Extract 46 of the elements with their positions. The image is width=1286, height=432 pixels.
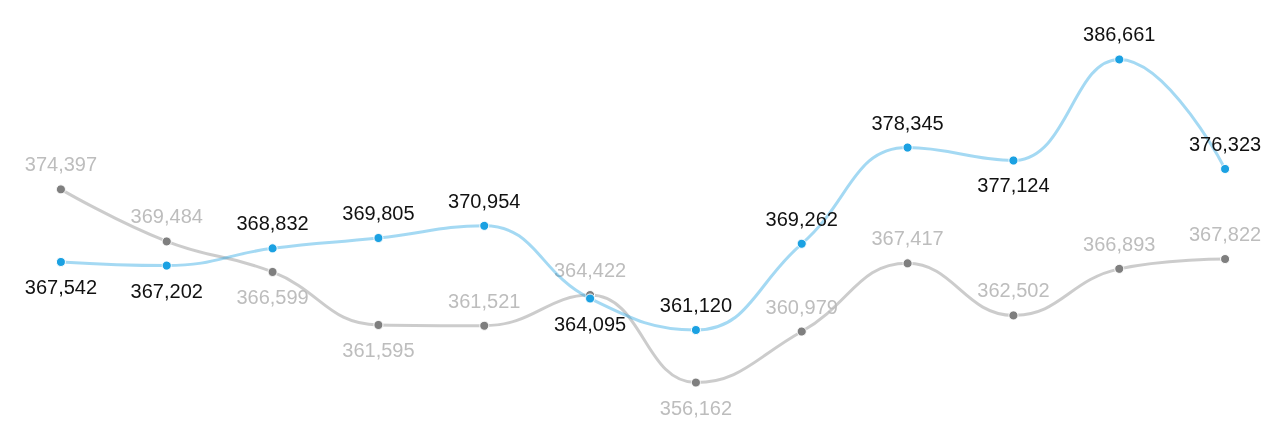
data-label: 377,124: [977, 174, 1050, 197]
data-label: 364,095: [553, 312, 627, 335]
data-label: 367,822: [1188, 223, 1262, 246]
point: [690, 325, 701, 336]
data-label: 364,422: [553, 259, 627, 282]
point: [267, 243, 278, 254]
data-label: 361,120: [659, 294, 733, 317]
data-label: 361,595: [342, 338, 415, 361]
data-label: 356,162: [659, 396, 733, 419]
data-label: 376,323: [1188, 132, 1262, 155]
point: [479, 320, 490, 331]
point: [161, 260, 172, 271]
point: [902, 142, 913, 153]
data-label: 367,542: [24, 275, 98, 298]
point: [902, 258, 913, 269]
point: [373, 319, 384, 330]
point: [373, 233, 384, 244]
data-label: 366,893: [1083, 232, 1156, 255]
data-label: 369,805: [342, 202, 415, 225]
point: [161, 236, 172, 247]
point: [1008, 155, 1019, 166]
point: [267, 266, 278, 277]
point: [1220, 254, 1231, 265]
data-label: 361,521: [448, 289, 521, 312]
point: [796, 238, 807, 249]
point: [479, 220, 490, 231]
data-label: 366,599: [236, 285, 309, 308]
point: [796, 326, 807, 337]
point: [1220, 163, 1231, 174]
data-label: 369,262: [765, 207, 838, 230]
data-label: 367,202: [130, 279, 203, 302]
point: [55, 256, 66, 267]
data-label: 374,397: [24, 153, 98, 176]
point: [1114, 54, 1125, 65]
point: [55, 184, 66, 195]
data-label: 367,417: [871, 227, 944, 250]
data-label: 368,832: [236, 212, 309, 235]
point: [1008, 310, 1019, 321]
data-label: 370,954: [448, 189, 521, 212]
data-label: 362,502: [977, 279, 1050, 302]
point: [1114, 263, 1125, 274]
data-label: 386,661: [1083, 23, 1156, 46]
data-label: 369,484: [130, 205, 203, 228]
data-label: 360,979: [765, 295, 838, 318]
data-label: 378,345: [871, 111, 944, 134]
point: [690, 377, 701, 388]
